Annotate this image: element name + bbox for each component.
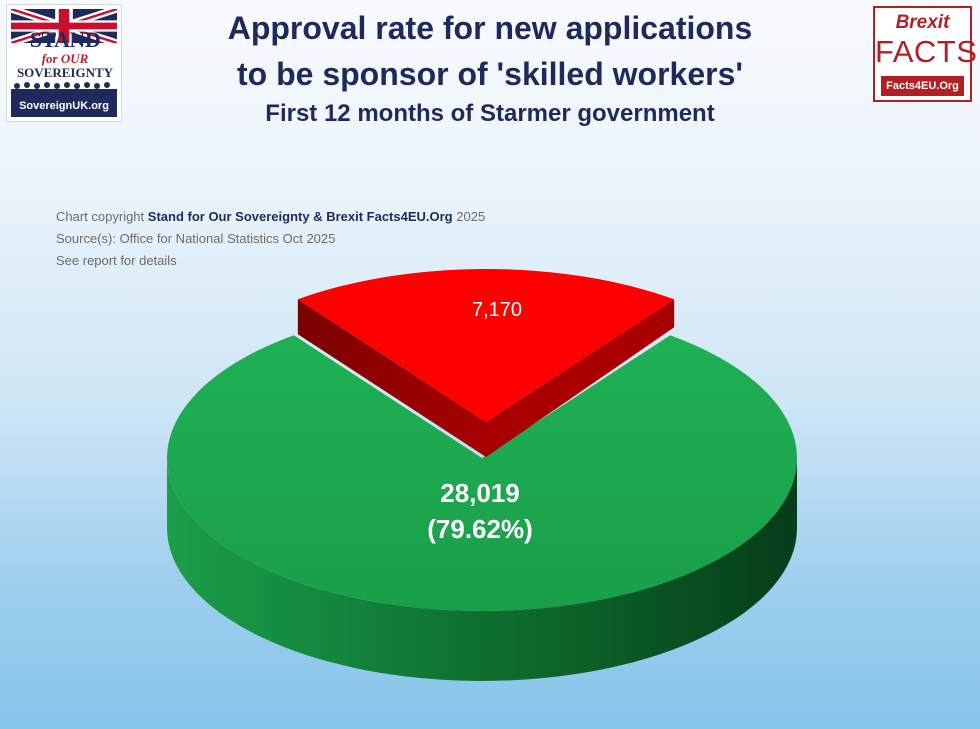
copyright-owner: Stand for Our Sovereignty & Brexit Facts… bbox=[147, 209, 453, 224]
logo-stand-text: STAND bbox=[29, 27, 101, 52]
copyright-line: Chart copyright Stand for Our Sovereignt… bbox=[56, 206, 485, 228]
copyright-year: 2025 bbox=[456, 209, 486, 224]
slice-label-major-value: 28,019 bbox=[440, 478, 520, 508]
crowd-silhouette-icon bbox=[11, 82, 117, 95]
union-jack-icon bbox=[11, 9, 117, 43]
logo-site-text: Facts4EU.Org bbox=[881, 76, 964, 96]
logo-brexit-text: Brexit bbox=[895, 12, 950, 33]
slice-label-major-percent: (79.62%) bbox=[427, 514, 533, 544]
copyright-prefix: Chart copyright bbox=[56, 209, 145, 224]
stand-for-our-sovereignty-logo: STAND for OUR SOVEREIGNTY SovereignUK.or… bbox=[6, 4, 122, 122]
source-line: Source(s): Office for National Statistic… bbox=[56, 231, 336, 246]
major-slice-side bbox=[167, 458, 797, 681]
logo-for-our-text: for OUR bbox=[41, 51, 89, 66]
logo-sovereignty-text: SOVEREIGNTY bbox=[16, 65, 114, 80]
chart-credits: Chart copyright Stand for Our Sovereignt… bbox=[56, 206, 485, 272]
slice-label-minor-value: 7,170 bbox=[471, 299, 523, 321]
major-slice-top bbox=[167, 335, 798, 611]
logo-facts-text: FACTS bbox=[875, 34, 978, 69]
minor-slice-right-wall bbox=[486, 299, 675, 457]
logo-domain-text: SovereignUK.org bbox=[11, 95, 117, 117]
minor-slice-top bbox=[297, 268, 675, 422]
minor-slice-left-wall bbox=[297, 299, 486, 457]
note-line: See report for details bbox=[56, 253, 177, 268]
chart-title-line-1: Approval rate for new applications bbox=[227, 10, 753, 46]
chart-subtitle: First 12 months of Starmer government bbox=[265, 100, 715, 127]
chart-title-line-2: to be sponsor of 'skilled workers' bbox=[237, 56, 743, 92]
brexit-facts-logo: Brexit FACTS Facts4EU.Org bbox=[873, 6, 978, 102]
